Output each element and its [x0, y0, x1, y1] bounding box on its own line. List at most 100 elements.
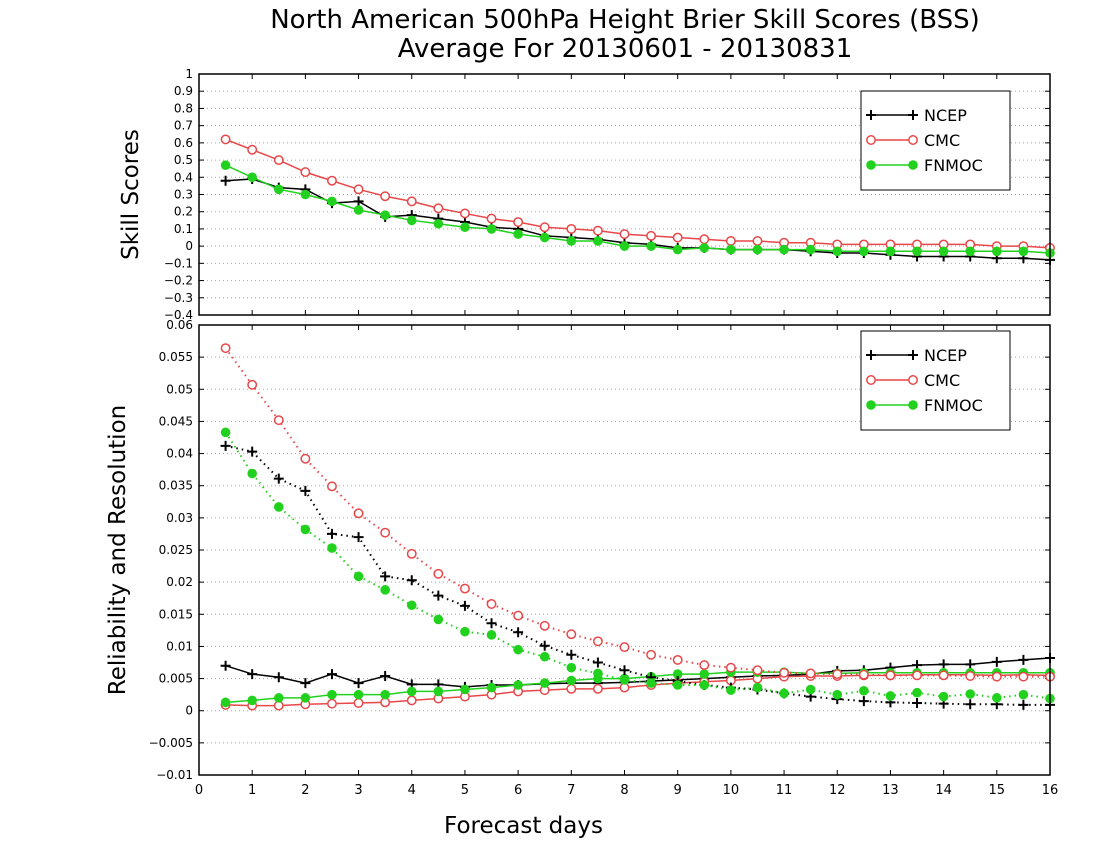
- y-tick-label: −0.3: [164, 291, 193, 305]
- series-ncep-resolution-point: [380, 671, 391, 681]
- series-fnmoc-point: [327, 196, 337, 207]
- x-tick-label: 11: [776, 783, 793, 798]
- x-axis-label: Forecast days: [444, 813, 603, 839]
- series-ncep-reliability-point: [513, 627, 524, 638]
- series-cmc-reliability-point: [646, 649, 657, 660]
- series-ncep-reliability-point: [300, 485, 311, 496]
- series-ncep-resolution-point: [300, 678, 311, 689]
- y-tick-label: 0.6: [174, 136, 193, 150]
- series-cmc-reliability-point: [539, 620, 550, 631]
- x-tick-label: 6: [514, 783, 522, 798]
- series-ncep-resolution-point: [1018, 654, 1029, 665]
- series-fnmoc-reliability-point: [353, 571, 364, 582]
- series-cmc-point: [273, 155, 284, 166]
- y-tick-label: −0.005: [149, 736, 193, 750]
- legend-marker: [866, 135, 876, 145]
- series-fnmoc-point: [912, 246, 922, 257]
- y-tick-label: 0.045: [159, 414, 193, 428]
- y-axis-label: Reliability and Resolution: [105, 405, 131, 695]
- y-tick-label: 0.9: [174, 84, 193, 98]
- series-fnmoc-reliability-point: [513, 644, 523, 655]
- series-fnmoc-point: [965, 246, 976, 257]
- x-tick-label: 16: [1042, 783, 1059, 798]
- x-tick-label: 8: [620, 783, 628, 798]
- series-cmc-reliability-point: [725, 662, 736, 673]
- series-cmc-point: [327, 175, 337, 186]
- y-tick-label: 0.005: [159, 672, 193, 686]
- series-fnmoc-reliability-point: [247, 468, 257, 479]
- series-cmc-reliability-point: [699, 660, 710, 671]
- series-cmc-reliability-point: [327, 481, 337, 492]
- series-cmc-point: [433, 203, 444, 214]
- series-fnmoc-reliability-point: [646, 678, 656, 688]
- legend-marker: [866, 400, 876, 410]
- series-cmc-reliability-point: [513, 610, 524, 621]
- y-tick-label: 0.04: [166, 447, 193, 461]
- series-ncep-resolution-point: [353, 678, 364, 689]
- y-axis-label: Skill Scores: [118, 129, 144, 260]
- series-fnmoc-resolution-point: [486, 682, 497, 693]
- series-fnmoc-resolution-point: [460, 684, 470, 695]
- y-axis: −0.01 −0.005 0 0.005 0.01 0.015 0.02 0.025 0.03 0…: [149, 318, 1050, 782]
- chart-title-line2: Average For 20130601 - 20130831: [398, 34, 853, 64]
- series-fnmoc-resolution-point: [699, 669, 710, 679]
- series-fnmoc-point: [726, 244, 736, 255]
- y-tick-label: 0.055: [159, 350, 193, 364]
- series-fnmoc-point: [832, 246, 843, 257]
- series-fnmoc-point: [460, 222, 470, 233]
- legend-marker: [866, 350, 876, 360]
- legend-label-ncep: NCEP: [924, 346, 967, 365]
- series-fnmoc-reliability-point: [912, 687, 922, 698]
- series-fnmoc-resolution-point: [353, 689, 364, 700]
- series-cmc-reliability-point: [406, 548, 417, 559]
- series-cmc-reliability-point: [433, 568, 444, 579]
- x-tick-label: 1: [248, 783, 256, 798]
- series-ncep-reliability-point: [459, 600, 470, 611]
- x-tick-label: 4: [408, 783, 416, 798]
- series-fnmoc-reliability-point: [992, 693, 1002, 703]
- series-ncep-reliability-point: [619, 665, 630, 676]
- series-cmc-resolution-point: [327, 698, 337, 709]
- y-tick-label: −0.2: [164, 274, 193, 288]
- series-ncep-reliability-point: [220, 440, 231, 451]
- series-ncep-reliability-point: [380, 571, 391, 582]
- series-cmc-reliability-point: [459, 583, 470, 594]
- series-cmc-point: [513, 217, 524, 227]
- legend: NCEP CMC FNMOC: [860, 90, 1011, 191]
- series-cmc-reliability-point: [885, 670, 896, 681]
- series-cmc-point: [539, 222, 550, 233]
- y-tick-label: −0.1: [164, 256, 193, 270]
- series-fnmoc-point: [300, 189, 311, 200]
- series-fnmoc-reliability-point: [885, 691, 896, 701]
- series-cmc-point: [300, 167, 311, 178]
- series-cmc-point: [220, 134, 231, 145]
- y-tick-label: 0.015: [159, 607, 193, 621]
- series-fnmoc-reliability-point: [327, 543, 337, 553]
- series-cmc-reliability-point: [566, 629, 577, 640]
- series-fnmoc-reliability-point: [539, 651, 550, 662]
- series-fnmoc-point: [1018, 246, 1029, 257]
- series-fnmoc-reliability-point: [220, 427, 231, 438]
- legend-marker: [866, 110, 876, 120]
- series-cmc-point: [566, 223, 577, 234]
- series-ncep-line: [225, 178, 1051, 261]
- x-tick-label: 12: [829, 783, 846, 798]
- y-tick-label: 0.05: [166, 382, 193, 396]
- series-fnmoc-resolution-point: [539, 678, 550, 688]
- x-tick-label: 13: [882, 783, 899, 798]
- series-ncep-resolution-point: [938, 659, 949, 670]
- series-ncep-reliability-point: [858, 696, 869, 707]
- series-fnmoc-point: [752, 244, 763, 255]
- series-fnmoc-point: [566, 236, 577, 246]
- series-fnmoc-resolution-point: [247, 695, 257, 706]
- series-cmc-reliability-point: [912, 670, 922, 681]
- series-ncep-resolution-point: [991, 656, 1002, 667]
- series-fnmoc-reliability-point: [779, 688, 789, 699]
- series-ncep-reliability-point: [1018, 699, 1029, 710]
- series-fnmoc-point: [805, 244, 816, 255]
- series-cmc-point: [699, 234, 710, 245]
- series-fnmoc-point: [672, 244, 683, 255]
- y-tick-label: 0.06: [166, 318, 193, 332]
- series-fnmoc-point: [885, 246, 896, 257]
